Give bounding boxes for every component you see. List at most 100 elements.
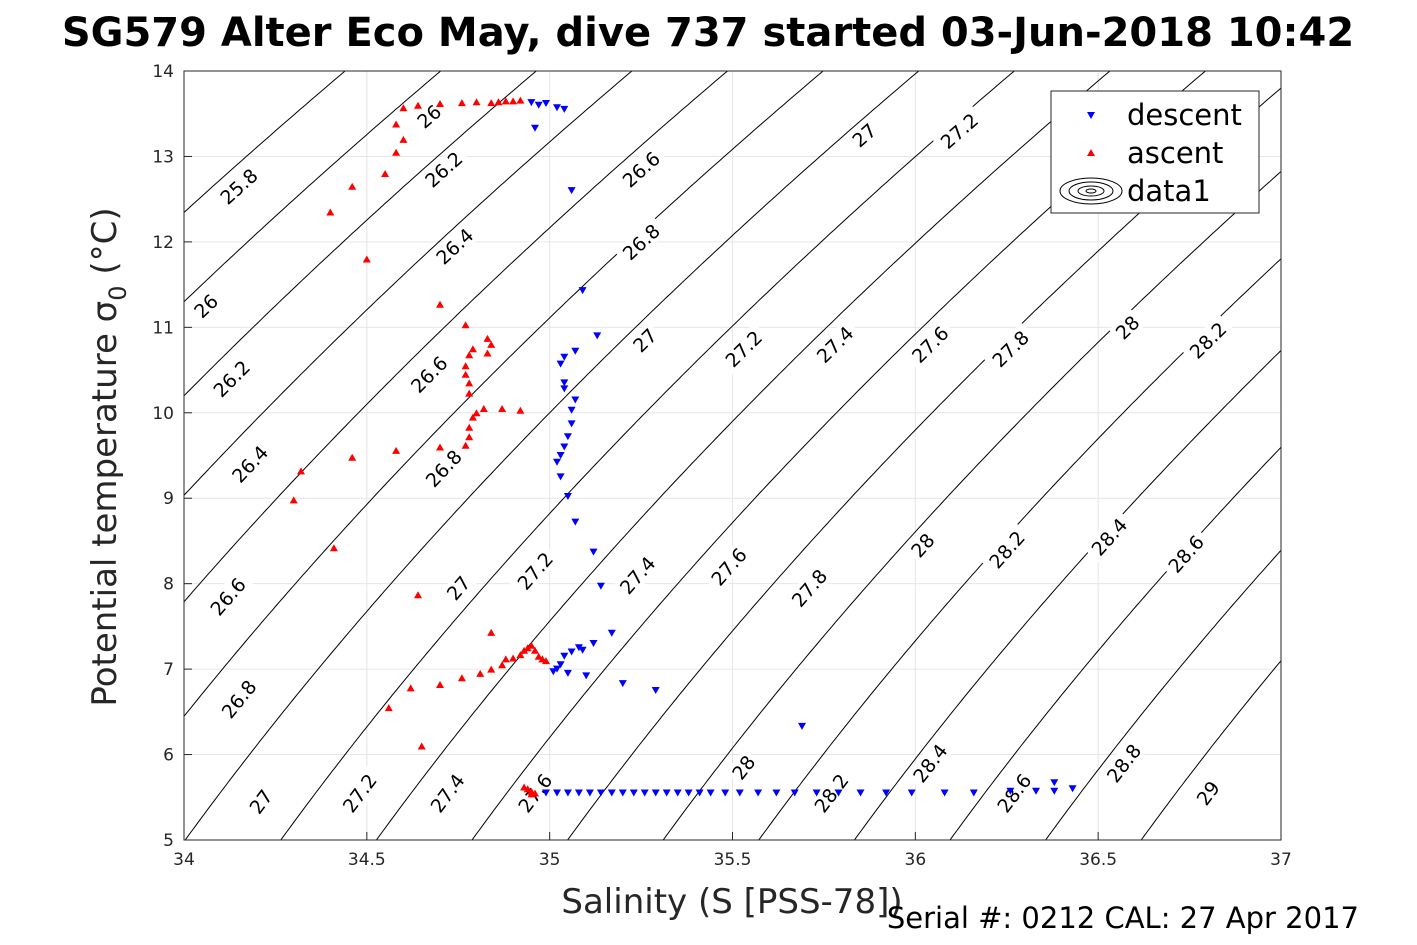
- descent-point: [556, 452, 565, 459]
- ascent-point: [414, 101, 422, 109]
- descent-point: [695, 789, 704, 797]
- descent-point: [560, 353, 569, 361]
- descent-point: [662, 789, 671, 797]
- y-tick-label: 13: [152, 147, 174, 167]
- descent-point: [563, 493, 572, 500]
- serial-cal-footer: Serial #: 0212 CAL: 27 Apr 2017: [887, 901, 1359, 935]
- ascent-point: [487, 99, 496, 107]
- legend-label-ascent: ascent: [1127, 136, 1223, 170]
- descent-point: [553, 458, 561, 466]
- ascent-point: [465, 423, 474, 431]
- descent-point: [1032, 787, 1040, 795]
- descent-point: [560, 443, 569, 451]
- descent-point: [549, 668, 558, 676]
- x-tick-label: 36.5: [1079, 850, 1117, 870]
- descent-point: [882, 789, 891, 797]
- isopycnal-line: [662, 170, 1281, 840]
- isopycnal-line: [184, 71, 920, 840]
- ascent-point: [520, 646, 529, 654]
- descent-point: [607, 629, 616, 637]
- descent-series: [527, 99, 1077, 797]
- ascent-point: [509, 654, 518, 662]
- descent-point: [578, 287, 587, 295]
- ascent-point: [406, 684, 415, 692]
- descent-point: [618, 789, 627, 797]
- ascent-point: [472, 409, 481, 417]
- x-tick-label: 37: [1270, 850, 1292, 870]
- ascent-point: [297, 467, 305, 475]
- ascent-point: [457, 99, 466, 107]
- y-tick-label: 5: [163, 831, 174, 851]
- ascent-point: [501, 97, 510, 105]
- ascent-point: [531, 646, 539, 654]
- descent-point: [907, 789, 916, 797]
- ascent-point: [527, 790, 536, 798]
- ascent-point: [465, 389, 474, 397]
- ascent-point: [468, 413, 477, 421]
- ascent-point: [436, 681, 444, 688]
- ascent-point: [487, 628, 496, 636]
- descent-point: [563, 669, 572, 677]
- ascent-point: [468, 345, 477, 353]
- ascent-point: [461, 321, 470, 329]
- descent-point: [640, 789, 649, 797]
- descent-point: [574, 644, 583, 652]
- chart-title: SG579 Alter Eco May, dive 737 started 03…: [62, 10, 1354, 56]
- descent-point: [567, 187, 576, 195]
- descent-point: [856, 789, 865, 797]
- density-contours: [184, 71, 1281, 840]
- ascent-point: [348, 182, 357, 190]
- isopycnal-line: [758, 258, 1281, 840]
- descent-point: [1050, 787, 1059, 795]
- x-tick-label: 35.5: [714, 850, 752, 870]
- ascent-point: [534, 652, 543, 660]
- ascent-point: [476, 669, 485, 677]
- ascent-point: [362, 255, 371, 263]
- ascent-point: [527, 641, 536, 649]
- isopycnal-line: [184, 71, 633, 497]
- descent-point: [567, 648, 576, 656]
- legend-label-descent: descent: [1127, 98, 1242, 132]
- ascent-point: [399, 104, 408, 112]
- descent-point: [553, 789, 561, 797]
- descent-point: [589, 640, 598, 647]
- ascent-point: [289, 496, 298, 504]
- descent-marker-icon: [1087, 112, 1095, 119]
- ascent-point: [487, 665, 496, 673]
- isopycnal-line: [184, 71, 729, 603]
- descent-point: [556, 360, 565, 368]
- isopycnal-line: [280, 71, 1016, 840]
- ascent-point: [461, 362, 470, 370]
- contour-label: 26.8: [614, 216, 668, 268]
- descent-point: [556, 473, 565, 481]
- ascent-point: [501, 655, 510, 663]
- isopycnal-line: [375, 71, 1111, 840]
- descent-point: [560, 385, 569, 393]
- descent-point: [560, 379, 569, 387]
- descent-point: [531, 124, 539, 132]
- ascent-point: [399, 135, 408, 143]
- descent-point: [651, 789, 660, 797]
- ascent-point: [392, 148, 401, 156]
- y-tick-label: 7: [163, 660, 174, 680]
- descent-point: [563, 433, 572, 441]
- descent-point: [574, 789, 583, 797]
- descent-point: [556, 661, 565, 669]
- descent-point: [735, 789, 744, 797]
- descent-point: [571, 347, 580, 355]
- descent-point: [560, 652, 569, 660]
- descent-point: [527, 99, 536, 107]
- ascent-point: [465, 379, 474, 387]
- ascent-point: [542, 657, 550, 665]
- ascent-point: [465, 433, 474, 441]
- ascent-point: [392, 120, 401, 128]
- y-axis-ticks: 5 6 7 8 9 10 11 12 13 14: [152, 62, 192, 851]
- isopycnal-line: [949, 446, 1281, 840]
- ascent-point: [329, 544, 338, 552]
- descent-point: [596, 582, 605, 590]
- ascent-point: [498, 405, 507, 412]
- data-markers: [289, 96, 1077, 798]
- ascent-point: [436, 100, 444, 107]
- descent-point: [578, 646, 587, 654]
- isopycnal-line: [184, 71, 538, 397]
